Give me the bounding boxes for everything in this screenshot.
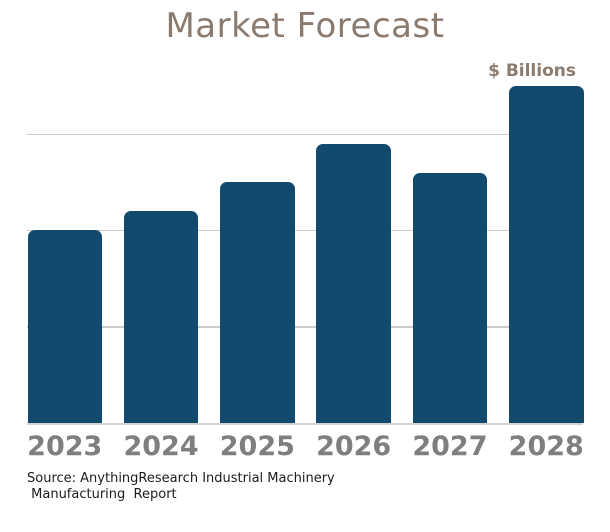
plot-area	[27, 0, 584, 425]
gridline-1	[27, 326, 583, 328]
gridline-2	[27, 229, 583, 232]
x-label-2025: 2025	[219, 431, 295, 462]
chart-title: Market Forecast	[165, 6, 445, 46]
bar-2026	[316, 143, 391, 423]
bar-2027	[412, 172, 488, 423]
bar-2028	[509, 85, 584, 423]
y-axis-unit-label: $ Billions	[488, 61, 576, 81]
x-axis-labels: 2023 2024 2025 2026 2027 2028	[27, 431, 584, 462]
source-line-2: Manufacturing Report	[27, 487, 177, 502]
source-note: Source: AnythingResearch Industrial Mach…	[27, 471, 335, 503]
bar-2024	[123, 211, 199, 423]
bar-2025	[220, 182, 295, 423]
x-label-2027: 2027	[412, 431, 488, 462]
bar-2023	[27, 230, 102, 423]
x-label-2024: 2024	[123, 431, 199, 462]
x-label-2023: 2023	[27, 431, 103, 462]
source-line-1: Source: AnythingResearch Industrial Mach…	[27, 471, 335, 486]
x-label-2026: 2026	[316, 431, 392, 462]
x-label-2028: 2028	[508, 431, 584, 462]
gridline-3	[27, 133, 583, 136]
